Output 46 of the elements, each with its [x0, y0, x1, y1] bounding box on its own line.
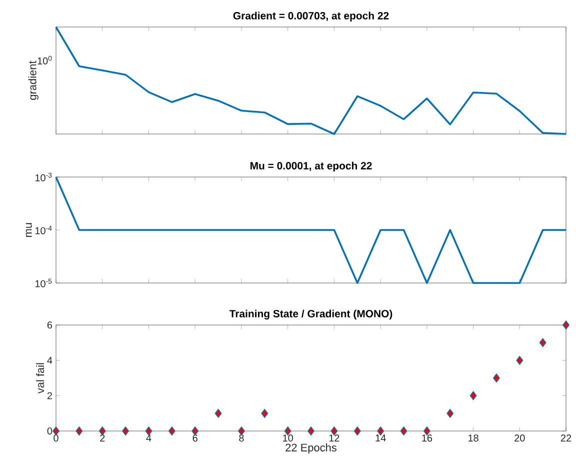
- x-tick-label: 22: [560, 434, 572, 442]
- point: [493, 374, 500, 382]
- x-tick-label: 16: [422, 434, 432, 442]
- point: [122, 426, 129, 436]
- chart-title: Training State / Gradient (MONO): [229, 310, 392, 320]
- point: [52, 426, 60, 436]
- x-tick-label: 4: [146, 434, 152, 442]
- point: [192, 426, 199, 436]
- point: [76, 426, 83, 436]
- y-tick-label: 10$^{-3}$: [35, 172, 52, 182]
- y-axis-title: val fail: [36, 363, 44, 394]
- x-tick-label: 20: [514, 434, 525, 442]
- x-tick-label: 18: [468, 434, 478, 442]
- y-tick-label: 2: [47, 392, 52, 400]
- x-tick-label: 12: [329, 434, 340, 442]
- chart-title: Gradient = 0.00703, at epoch 22: [233, 12, 389, 22]
- point: [354, 426, 361, 436]
- x-tick-label: 14: [376, 434, 386, 442]
- point: [539, 338, 546, 348]
- x-tick-label: 6: [192, 434, 198, 442]
- point: [308, 426, 314, 436]
- chart-title: Mu = 0.0001, at epoch 22: [250, 162, 372, 172]
- y-tick-label: 0: [47, 427, 52, 435]
- x-axis-title: 22 Epochs: [286, 443, 336, 454]
- point: [168, 426, 176, 436]
- y-tick-label: 4: [47, 356, 52, 364]
- y-axis-title: mu: [26, 223, 32, 237]
- x-tick-label: 2: [100, 434, 105, 442]
- point: [98, 426, 106, 436]
- y-tick-label: 6: [47, 321, 52, 329]
- point: [261, 408, 268, 418]
- point: [145, 426, 152, 436]
- x-tick-label: 8: [239, 434, 244, 442]
- x-tick-label: 10: [283, 434, 293, 442]
- point: [400, 426, 408, 436]
- y-axis-title: gradient: [28, 60, 38, 100]
- x-tick-label: 0: [54, 434, 58, 442]
- y-tick-label: 10$^{-5}$: [35, 278, 52, 288]
- y-tick-label: 10$^{-4}$: [35, 226, 52, 234]
- point: [214, 408, 222, 418]
- text: 10$^{0}$: [38, 56, 52, 64]
- point: [238, 426, 245, 436]
- point: [516, 356, 524, 365]
- point: [470, 391, 477, 400]
- point: [562, 320, 570, 330]
- point: [446, 408, 454, 418]
